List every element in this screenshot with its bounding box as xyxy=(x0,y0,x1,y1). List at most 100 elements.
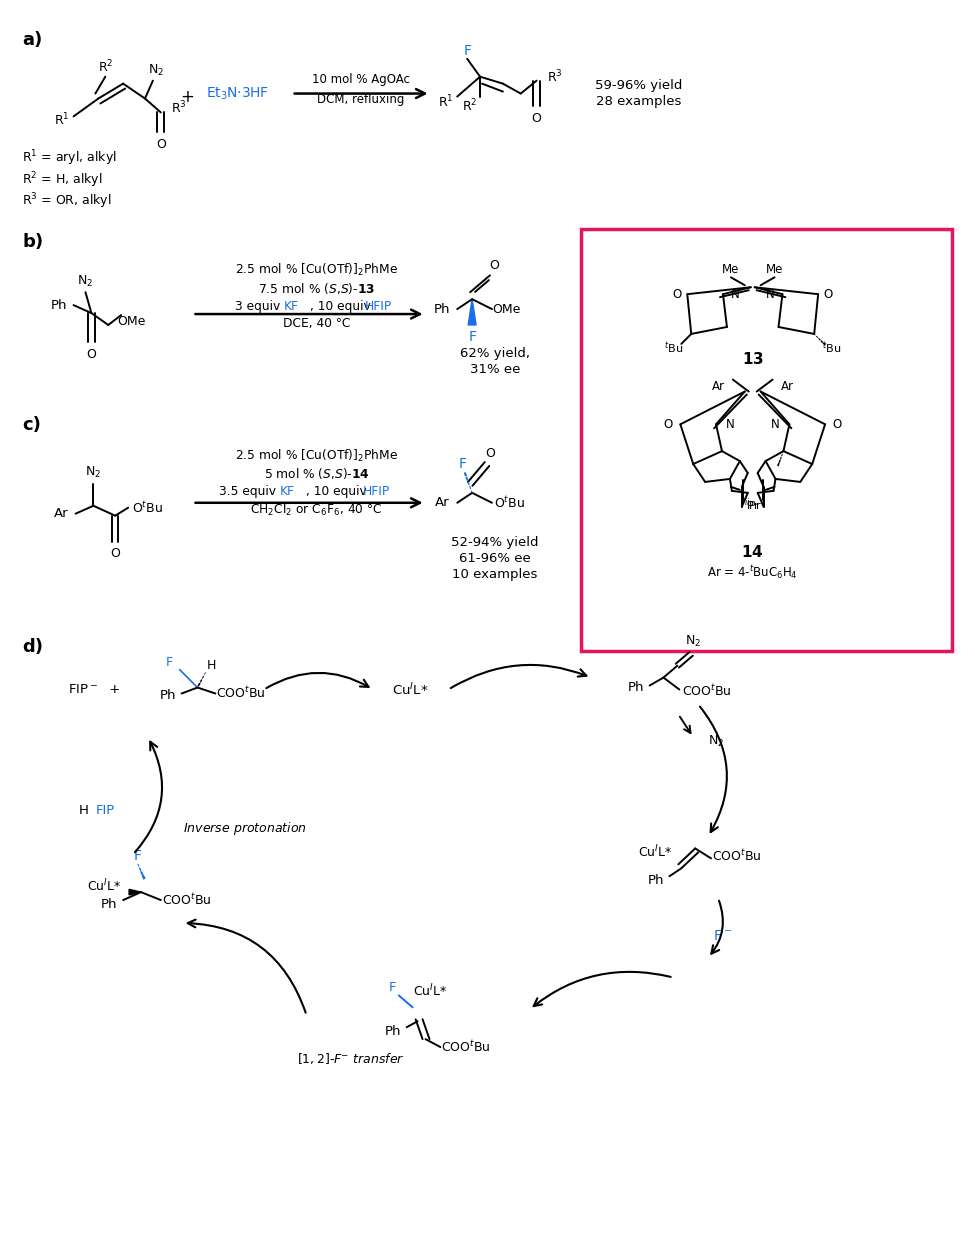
Text: O: O xyxy=(489,259,499,271)
Text: DCE, 40 °C: DCE, 40 °C xyxy=(283,317,350,331)
Text: N$_2$: N$_2$ xyxy=(708,733,724,749)
Text: b): b) xyxy=(22,233,43,251)
Polygon shape xyxy=(678,334,691,348)
Text: 10 mol % AgOAc: 10 mol % AgOAc xyxy=(312,73,410,86)
Text: 59-96% yield: 59-96% yield xyxy=(595,79,682,93)
Text: N$_2$: N$_2$ xyxy=(685,634,701,649)
Text: COO$^t$Bu: COO$^t$Bu xyxy=(162,892,212,908)
Text: Cu$^I$L*: Cu$^I$L* xyxy=(413,983,448,1000)
Text: R$^3$: R$^3$ xyxy=(547,68,563,85)
Text: $\mathbf{13}$: $\mathbf{13}$ xyxy=(742,350,763,366)
Text: 2.5 mol % [Cu(OTf)]$_2$PhMe: 2.5 mol % [Cu(OTf)]$_2$PhMe xyxy=(235,263,398,279)
Text: Ph: Ph xyxy=(628,681,644,694)
Text: F: F xyxy=(389,981,397,993)
Text: 3.5 equiv: 3.5 equiv xyxy=(219,485,280,499)
Text: HFIP: HFIP xyxy=(365,300,392,312)
Text: KF: KF xyxy=(280,485,294,499)
Text: CH$_2$Cl$_2$ or C$_6$F$_6$, 40 °C: CH$_2$Cl$_2$ or C$_6$F$_6$, 40 °C xyxy=(251,502,383,518)
Text: 2.5 mol % [Cu(OTf)]$_2$PhMe: 2.5 mol % [Cu(OTf)]$_2$PhMe xyxy=(235,448,398,464)
Text: 62% yield,: 62% yield, xyxy=(460,347,530,360)
Text: O: O xyxy=(531,112,541,125)
Text: $[1,2]$-F$^{-}$ $\it{transfer}$: $[1,2]$-F$^{-}$ $\it{transfer}$ xyxy=(297,1051,405,1066)
Text: N$_2$: N$_2$ xyxy=(77,274,94,289)
Text: Ar: Ar xyxy=(55,507,69,521)
Text: COO$^t$Bu: COO$^t$Bu xyxy=(682,684,732,700)
Text: 31% ee: 31% ee xyxy=(470,363,520,376)
Text: OMe: OMe xyxy=(117,315,145,327)
Text: R$^2$ = H, alkyl: R$^2$ = H, alkyl xyxy=(22,170,102,190)
Text: , 10 equiv: , 10 equiv xyxy=(305,485,370,499)
Text: $^i$Pr: $^i$Pr xyxy=(744,496,760,513)
Text: H: H xyxy=(79,805,89,817)
Text: Cu$^I$L*: Cu$^I$L* xyxy=(87,877,121,895)
Text: FIP: FIP xyxy=(96,805,115,817)
Text: $\it{Inverse\ protonation}$: $\it{Inverse\ protonation}$ xyxy=(182,821,307,837)
Text: F: F xyxy=(134,849,142,864)
Text: $^i$Pr: $^i$Pr xyxy=(746,496,761,513)
Text: F: F xyxy=(468,329,476,344)
Text: N: N xyxy=(730,288,739,301)
Text: COO$^t$Bu: COO$^t$Bu xyxy=(442,1039,491,1055)
Text: F$^-$: F$^-$ xyxy=(714,929,732,943)
Text: KF: KF xyxy=(284,300,298,312)
Text: N$_2$: N$_2$ xyxy=(86,464,101,480)
Text: Ar: Ar xyxy=(712,380,724,394)
Text: O: O xyxy=(673,288,682,301)
Text: R$^1$: R$^1$ xyxy=(54,112,69,128)
Text: R$^1$: R$^1$ xyxy=(438,94,453,111)
Text: COO$^t$Bu: COO$^t$Bu xyxy=(712,849,761,864)
Text: O: O xyxy=(664,418,673,431)
Text: $^t$Bu: $^t$Bu xyxy=(823,341,841,355)
Text: O: O xyxy=(87,348,97,362)
Text: c): c) xyxy=(22,416,41,434)
Text: Cu$^I$L*: Cu$^I$L* xyxy=(392,681,429,697)
Text: $\mathbf{14}$: $\mathbf{14}$ xyxy=(741,544,764,560)
Polygon shape xyxy=(468,299,476,325)
Text: 5 mol % ($S$,$S$)-$\mathbf{14}$: 5 mol % ($S$,$S$)-$\mathbf{14}$ xyxy=(263,466,370,481)
Text: 52-94% yield: 52-94% yield xyxy=(451,536,538,549)
Text: R$^3$ = OR, alkyl: R$^3$ = OR, alkyl xyxy=(22,193,112,211)
Text: O$^t$Bu: O$^t$Bu xyxy=(133,500,164,516)
FancyBboxPatch shape xyxy=(581,228,952,650)
Text: COO$^t$Bu: COO$^t$Bu xyxy=(216,686,266,701)
Text: Ph: Ph xyxy=(51,299,67,312)
Text: F: F xyxy=(166,656,174,669)
Polygon shape xyxy=(722,452,730,468)
Text: $^t$Bu: $^t$Bu xyxy=(664,341,683,355)
Text: +: + xyxy=(105,682,121,696)
Text: Ph: Ph xyxy=(101,897,118,911)
Text: F: F xyxy=(463,44,471,58)
Text: N$_2$: N$_2$ xyxy=(148,63,164,78)
Text: Me: Me xyxy=(765,263,783,276)
Text: 3 equiv: 3 equiv xyxy=(235,300,284,312)
Text: a): a) xyxy=(22,31,42,49)
Text: F: F xyxy=(458,457,466,471)
Text: Me: Me xyxy=(722,263,740,276)
Text: Ar = 4-$^t$BuC$_6$H$_4$: Ar = 4-$^t$BuC$_6$H$_4$ xyxy=(707,564,799,581)
Text: 7.5 mol % ($S$,$S$)-$\mathbf{13}$: 7.5 mol % ($S$,$S$)-$\mathbf{13}$ xyxy=(258,281,375,296)
Polygon shape xyxy=(129,890,141,895)
Text: Ar: Ar xyxy=(781,380,794,394)
Text: Ph: Ph xyxy=(647,874,664,887)
Text: N: N xyxy=(771,418,780,431)
Text: HFIP: HFIP xyxy=(363,485,390,499)
Text: R$^1$ = aryl, alkyl: R$^1$ = aryl, alkyl xyxy=(22,148,117,168)
Text: Cu$^I$L*: Cu$^I$L* xyxy=(639,844,673,860)
Text: 10 examples: 10 examples xyxy=(452,568,537,581)
Text: Ph: Ph xyxy=(384,1024,401,1038)
Text: d): d) xyxy=(22,638,43,655)
Text: , 10 equiv: , 10 equiv xyxy=(309,300,374,312)
Text: R$^2$: R$^2$ xyxy=(98,58,113,75)
Text: O: O xyxy=(824,288,833,301)
Text: +: + xyxy=(180,88,195,106)
Text: FIP$^-$: FIP$^-$ xyxy=(68,682,98,696)
Text: N: N xyxy=(725,418,734,431)
Text: Ph: Ph xyxy=(160,689,176,702)
Text: 61-96% ee: 61-96% ee xyxy=(459,552,530,565)
Text: N: N xyxy=(766,288,775,301)
Text: O: O xyxy=(833,418,841,431)
Text: OMe: OMe xyxy=(492,302,521,316)
Text: DCM, refluxing: DCM, refluxing xyxy=(318,93,405,106)
Text: O: O xyxy=(110,547,120,560)
Text: R$^3$: R$^3$ xyxy=(171,100,186,117)
